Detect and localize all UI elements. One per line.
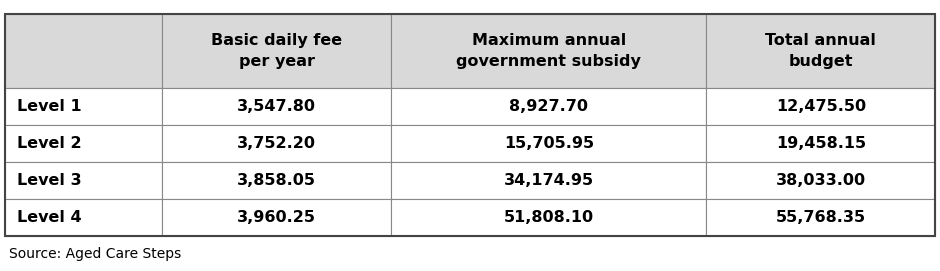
Bar [163,125,391,162]
Bar [163,14,391,88]
Text: 55,768.35: 55,768.35 [776,210,866,225]
Text: 51,808.10: 51,808.10 [504,210,594,225]
Bar [5,162,163,199]
Text: Source: Aged Care Steps: Source: Aged Care Steps [9,247,181,261]
Bar [391,88,707,125]
Bar [707,199,935,236]
Bar [707,162,935,199]
Bar [163,88,391,125]
Text: 3,752.20: 3,752.20 [237,136,316,151]
Text: Basic daily fee
per year: Basic daily fee per year [212,33,342,69]
Bar [5,125,163,162]
Text: Maximum annual
government subsidy: Maximum annual government subsidy [457,33,641,69]
Text: 19,458.15: 19,458.15 [776,136,866,151]
Text: Level 3: Level 3 [17,173,82,188]
Text: 3,960.25: 3,960.25 [237,210,316,225]
Bar [391,14,707,88]
Text: 3,858.05: 3,858.05 [237,173,316,188]
Bar [163,162,391,199]
Text: 8,927.70: 8,927.70 [509,99,588,114]
Bar [5,14,935,236]
Bar [391,125,707,162]
Bar [5,88,163,125]
Text: Total annual
budget: Total annual budget [765,33,876,69]
Bar [5,14,163,88]
Bar [707,125,935,162]
Bar [163,199,391,236]
Bar [5,199,163,236]
Bar [391,199,707,236]
Text: 3,547.80: 3,547.80 [237,99,316,114]
Text: Level 1: Level 1 [17,99,82,114]
Text: Level 2: Level 2 [17,136,82,151]
Bar [391,162,707,199]
Bar [707,88,935,125]
Text: 12,475.50: 12,475.50 [776,99,866,114]
Text: Level 4: Level 4 [17,210,82,225]
Text: 15,705.95: 15,705.95 [504,136,594,151]
Bar [707,14,935,88]
Text: 38,033.00: 38,033.00 [776,173,866,188]
Text: 34,174.95: 34,174.95 [504,173,594,188]
